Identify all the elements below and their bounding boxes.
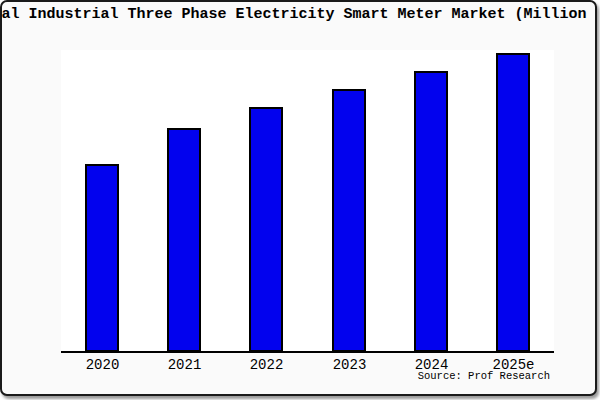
x-tick-2021: 2021 — [143, 357, 226, 373]
x-axis-line — [61, 351, 554, 353]
bar-2023 — [332, 89, 366, 352]
bar-2021 — [167, 128, 201, 352]
x-tick-2020: 2020 — [61, 357, 144, 373]
chart-title: Global Industrial Three Phase Electricit… — [0, 6, 597, 23]
source-credit: Source: Prof Research — [418, 370, 550, 382]
bar-2025e — [496, 53, 530, 352]
bar-2020 — [85, 164, 119, 352]
x-tick-2022: 2022 — [225, 357, 308, 373]
chart-frame: Global Industrial Three Phase Electricit… — [0, 0, 597, 396]
bar-2024 — [414, 71, 448, 352]
x-tick-2023: 2023 — [308, 357, 391, 373]
bar-2022 — [249, 107, 283, 352]
plot-area — [61, 50, 554, 352]
